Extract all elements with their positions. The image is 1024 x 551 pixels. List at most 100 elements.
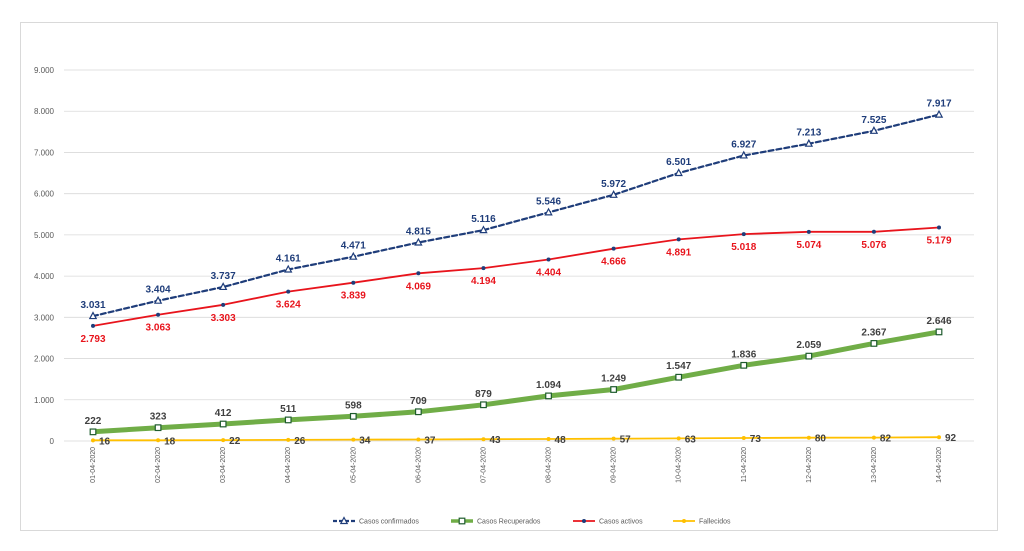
data-point <box>156 438 161 443</box>
data-label: 82 <box>880 434 892 445</box>
data-label: 2.059 <box>796 340 821 351</box>
y-tick-label: 2.000 <box>34 355 55 364</box>
data-label: 879 <box>475 389 492 400</box>
data-label: 73 <box>750 434 762 445</box>
data-label: 5.018 <box>731 242 756 253</box>
x-tick-label: 02-04-2020 <box>155 447 162 483</box>
data-point <box>611 246 616 251</box>
data-point <box>674 168 683 177</box>
data-label: 1.836 <box>731 349 756 360</box>
x-tick-label: 14-04-2020 <box>936 447 943 483</box>
data-label: 4.666 <box>601 257 626 268</box>
line-chart: 0 1.000 2.000 3.000 4.000 5.000 6.000 7.000 8.00… <box>34 66 974 526</box>
data-point <box>481 266 486 271</box>
y-tick-label: 4.000 <box>34 272 55 281</box>
data-label: 92 <box>945 433 957 444</box>
data-label: 4.471 <box>341 241 366 252</box>
data-point <box>544 207 553 216</box>
data-point <box>156 312 161 317</box>
x-tick-label: 11-04-2020 <box>741 447 748 482</box>
data-point <box>869 126 879 134</box>
x-tick-label: 10-04-2020 <box>676 447 683 483</box>
data-label: 6.927 <box>731 139 756 150</box>
data-label: 3.737 <box>211 271 236 282</box>
data-label: 80 <box>815 434 827 445</box>
data-point <box>740 361 748 369</box>
y-tick-label: 8.000 <box>34 107 55 116</box>
data-label: 5.116 <box>471 214 496 225</box>
data-label: 4.069 <box>406 281 431 292</box>
x-tick-label: 03-04-2020 <box>220 447 227 483</box>
data-label: 1.094 <box>536 380 561 391</box>
data-point <box>219 420 227 428</box>
data-label: 34 <box>359 436 371 447</box>
data-label: 3.063 <box>146 323 171 334</box>
data-label: 5.074 <box>796 240 821 251</box>
data-point <box>546 257 551 262</box>
data-label: 222 <box>85 416 102 427</box>
data-point <box>89 428 97 436</box>
legend: Casos confirmados Casos Recuperados Casos … <box>333 516 731 526</box>
data-label: 26 <box>294 436 306 447</box>
x-tick-label: 08-04-2020 <box>546 447 553 483</box>
x-tick-label: 07-04-2020 <box>480 447 487 483</box>
data-label: 5.179 <box>926 236 951 247</box>
data-point <box>871 229 876 234</box>
data-point <box>741 232 746 237</box>
data-label: 598 <box>345 400 362 411</box>
data-label: 2.793 <box>80 334 105 345</box>
data-point <box>582 519 586 523</box>
data-label: 4.891 <box>666 247 691 258</box>
y-tick-label: 1.000 <box>34 396 55 405</box>
data-point <box>870 340 878 347</box>
data-label: 3.031 <box>80 300 105 311</box>
data-label: 18 <box>164 436 176 447</box>
data-label: 16 <box>99 436 111 447</box>
legend-label: Casos confirmados <box>359 519 419 526</box>
x-tick-label: 09-04-2020 <box>611 447 618 483</box>
series-line <box>92 226 940 327</box>
data-label: 4.815 <box>406 227 431 238</box>
data-point <box>676 436 681 441</box>
data-point <box>414 237 423 246</box>
data-label: 2.646 <box>926 316 951 327</box>
data-point <box>339 516 349 525</box>
series-markers <box>88 109 944 443</box>
data-point <box>937 435 941 440</box>
data-point <box>153 295 163 304</box>
data-point <box>286 437 291 442</box>
data-label: 3.404 <box>146 285 171 296</box>
data-label: 2.367 <box>861 327 886 338</box>
y-tick-label: 5.000 <box>34 231 55 240</box>
data-label: 5.546 <box>536 196 561 207</box>
series-lines <box>90 113 942 442</box>
legend-label: Fallecidos <box>699 519 731 526</box>
y-tick-label: 3.000 <box>34 313 55 322</box>
x-axis-ticks: 01-04-2020 02-04-2020 03-04-2020 04-04-2020… <box>90 447 943 483</box>
data-label: 57 <box>620 435 632 446</box>
data-point <box>934 109 944 118</box>
data-label: 1.249 <box>601 374 626 385</box>
data-label: 5.972 <box>601 179 626 190</box>
y-tick-label: 9.000 <box>34 66 55 75</box>
data-point <box>806 435 811 440</box>
data-point <box>218 282 228 291</box>
data-point <box>804 138 814 147</box>
data-point <box>871 435 876 440</box>
data-label: 323 <box>150 412 167 423</box>
data-point <box>286 289 291 294</box>
data-label: 4.194 <box>471 276 496 287</box>
data-point <box>284 416 292 424</box>
data-point <box>221 438 226 443</box>
data-point <box>937 225 941 230</box>
series-line <box>91 113 941 318</box>
data-point <box>480 401 487 409</box>
data-label: 412 <box>215 408 232 419</box>
data-point <box>351 437 356 442</box>
data-point <box>416 271 421 276</box>
legend-label: Casos Recuperados <box>477 519 541 526</box>
data-point <box>806 229 811 234</box>
data-label: 4.404 <box>536 267 561 278</box>
data-point <box>91 438 95 443</box>
data-label: 5.076 <box>861 240 886 251</box>
